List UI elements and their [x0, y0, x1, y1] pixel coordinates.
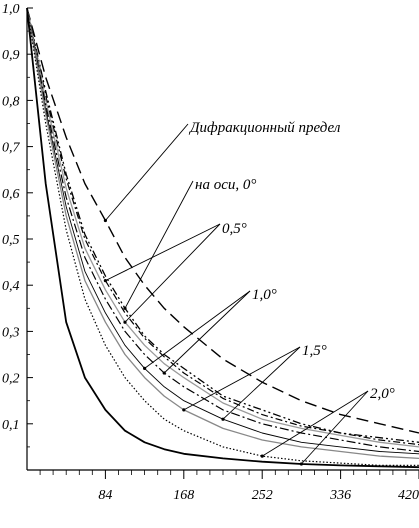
series-line-6 — [26, 7, 419, 460]
y-tick-label-7: 0,8 — [2, 94, 20, 109]
series-line-2 — [26, 7, 419, 446]
leader-dot-7 — [221, 417, 225, 421]
leader-dot-8 — [260, 454, 264, 458]
annotation-2-0-deg: 2,0° — [370, 386, 395, 402]
axes-layer — [26, 8, 419, 471]
annotation-1-0-deg: 1,0° — [252, 287, 277, 303]
series-line-3 — [26, 7, 419, 448]
leader-dot-5 — [143, 366, 147, 370]
leader-line-6 — [183, 346, 301, 411]
x-tick-label-2: 252 — [252, 488, 273, 503]
y-tick-label-5: 0,6 — [2, 187, 20, 202]
y-tick-label-3: 0,4 — [2, 279, 20, 294]
leader-line-2 — [105, 223, 221, 282]
x-tick-label-0: 84 — [98, 488, 112, 503]
leader-line-5 — [144, 290, 251, 369]
leader-dot-2 — [103, 279, 107, 283]
x-tick-label-4: 420 — [398, 488, 419, 503]
annotation-0-5-deg: 0,5° — [222, 221, 247, 237]
y-tick-label-1: 0,2 — [2, 372, 20, 387]
leader-line-8 — [261, 390, 369, 457]
annotations-layer: Дифракционный предел на оси, 0° 0,5° 1,0… — [188, 120, 395, 402]
series-line-5 — [26, 7, 419, 455]
leader-line-9 — [301, 390, 369, 465]
leader-line-3 — [124, 223, 221, 323]
ticks-layer — [27, 7, 419, 479]
tick-labels-layer: 0,1 0,2 0,3 0,4 0,5 0,6 0,7 0,8 0,9 1,0 84 168 252 33… — [2, 2, 419, 503]
y-tick-label-0: 0,1 — [2, 418, 20, 433]
y-tick-label-6: 0,7 — [2, 141, 21, 156]
y-tick-label-2: 0,3 — [2, 325, 20, 340]
leader-line-1 — [124, 180, 194, 309]
x-tick-label-3: 336 — [329, 488, 351, 503]
leader-dot-9 — [299, 462, 303, 466]
series-line-8 — [26, 7, 419, 469]
leader-line-0 — [105, 123, 189, 221]
leader-lines-layer — [103, 123, 369, 466]
series-line-0 — [26, 7, 419, 434]
leader-dot-1 — [123, 306, 127, 310]
annotation-1-5-deg: 1,5° — [302, 343, 327, 359]
y-tick-label-4: 0,5 — [2, 233, 20, 248]
annotation-diffraction-limit: Дифракционный предел — [188, 120, 341, 136]
leader-dot-4 — [162, 371, 166, 375]
curves-layer — [26, 7, 419, 469]
leader-dot-0 — [103, 218, 107, 223]
leader-dot-3 — [123, 320, 127, 324]
x-tick-label-1: 168 — [173, 488, 194, 503]
y-tick-label-8: 0,9 — [2, 48, 20, 63]
y-tick-label-9: 1,0 — [2, 2, 20, 17]
annotation-on-axis: на оси, 0° — [195, 177, 256, 193]
leader-line-4 — [163, 290, 251, 374]
leader-line-7 — [222, 346, 301, 420]
series-line-7 — [26, 7, 419, 466]
leader-dot-6 — [182, 408, 186, 412]
